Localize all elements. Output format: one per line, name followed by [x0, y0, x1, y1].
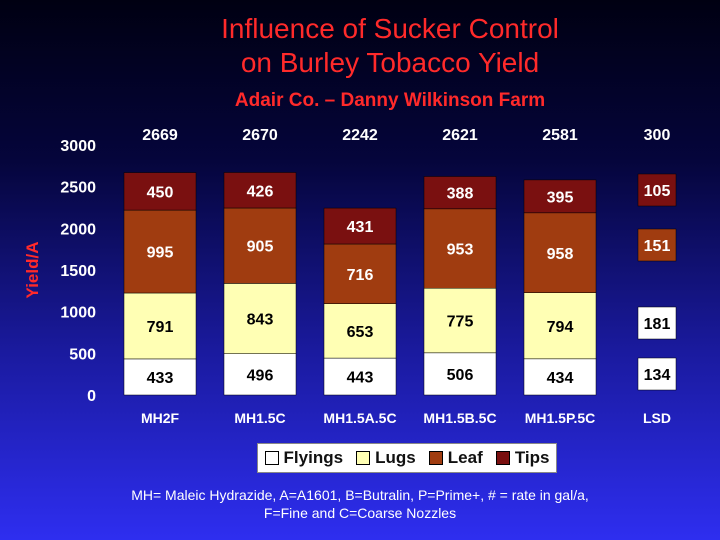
bar-segment-lugs [323, 303, 397, 359]
bar-segment-tips [523, 179, 597, 214]
lsd-value-label: 151 [644, 238, 671, 255]
bar-segment-leaf [223, 207, 297, 284]
bar-segment-lugs [423, 288, 497, 354]
data-label-flyings: 433 [147, 370, 174, 387]
footnote-line1: MH= Maleic Hydrazide, A=A1601, B=Butrali… [131, 487, 589, 503]
lsd-box [637, 173, 677, 207]
data-label-lugs: 794 [547, 319, 574, 336]
data-label-flyings: 496 [247, 367, 274, 384]
y-axis-label: Yield/A [23, 242, 42, 299]
bar-segment-tips [323, 207, 397, 245]
legend-item-flyings: Flyings [264, 448, 344, 468]
bar-segment-leaf [423, 208, 497, 289]
y-tick-label: 500 [69, 346, 96, 363]
x-category-label: MH1.5B.5C [423, 410, 496, 426]
data-label-leaf: 995 [147, 245, 174, 262]
x-category-label: MH2F [141, 410, 180, 426]
bar-segment-flyings [523, 358, 597, 396]
legend-item-leaf: Leaf [428, 448, 483, 468]
bar-segment-leaf [123, 209, 197, 294]
legend-swatch-flyings [264, 451, 279, 465]
lsd-box [637, 306, 677, 340]
legend-swatch-leaf [428, 451, 443, 465]
footnote: MH= Maleic Hydrazide, A=A1601, B=Butrali… [0, 486, 720, 522]
bar-segment-lugs [223, 283, 297, 354]
bar-segment-flyings [423, 352, 497, 396]
legend-label-flyings: Flyings [283, 448, 344, 467]
bar-total-label: 2581 [542, 127, 578, 144]
legend-item-tips: Tips [495, 448, 550, 468]
data-label-leaf: 905 [247, 239, 274, 256]
lsd-box [637, 357, 677, 391]
legend-label-lugs: Lugs [375, 448, 416, 467]
x-category-label: MH1.5P.5C [525, 410, 596, 426]
data-label-lugs: 791 [147, 319, 174, 336]
bar-segment-tips [423, 176, 497, 210]
bar-total-label: 2669 [142, 127, 178, 144]
legend-swatch-lugs [356, 451, 371, 465]
y-tick-label: 3000 [60, 138, 96, 155]
data-label-leaf: 953 [447, 242, 474, 259]
y-tick-label: 1000 [60, 305, 96, 322]
y-tick-label: 2000 [60, 221, 96, 238]
data-label-tips: 431 [347, 219, 374, 236]
data-label-lugs: 775 [447, 314, 474, 331]
bar-segment-lugs [123, 292, 197, 360]
bar-total-label: 2621 [442, 127, 478, 144]
legend: Flyings Lugs Leaf Tips [257, 443, 557, 473]
lsd-value-label: 134 [644, 367, 671, 384]
legend-swatch-tips [495, 451, 510, 465]
y-tick-label: 2500 [60, 180, 96, 197]
legend-label-tips: Tips [514, 448, 550, 467]
data-label-flyings: 443 [347, 370, 374, 387]
y-tick-label: 1500 [60, 263, 96, 280]
bar-segment-lugs [523, 292, 597, 360]
bar-segment-flyings [123, 358, 197, 396]
lsd-value-label: 181 [644, 316, 671, 333]
lsd-value-label: 105 [644, 183, 671, 200]
y-tick-label: 0 [87, 388, 96, 405]
chart-title-line2: on Burley Tobacco Yield [240, 47, 540, 78]
x-category-label: MH1.5A.5C [323, 410, 396, 426]
data-label-lugs: 653 [347, 324, 374, 341]
lsd-total-label: 300 [644, 127, 671, 144]
bar-total-label: 2670 [242, 127, 278, 144]
chart-subtitle: Adair Co. – Danny Wilkinson Farm [234, 90, 546, 111]
chart-title-line1: Influence of Sucker Control [221, 13, 559, 44]
bar-segment-flyings [323, 357, 397, 396]
footnote-line2: F=Fine and C=Coarse Nozzles [263, 505, 457, 521]
bar-total-label: 2242 [342, 127, 378, 144]
data-label-lugs: 843 [247, 312, 274, 329]
bar-segment-flyings [223, 353, 297, 396]
bar-segment-leaf [523, 212, 597, 293]
data-label-tips: 395 [547, 189, 574, 206]
bar-segment-leaf [323, 243, 397, 304]
data-label-flyings: 506 [447, 367, 474, 384]
lsd-box [637, 228, 677, 262]
data-label-tips: 388 [447, 186, 474, 203]
legend-item-lugs: Lugs [356, 448, 416, 468]
data-label-tips: 450 [147, 184, 174, 201]
lsd-category-label: LSD [643, 410, 671, 426]
x-category-label: MH1.5C [234, 410, 285, 426]
data-label-leaf: 958 [547, 246, 574, 263]
data-label-leaf: 716 [347, 267, 374, 284]
data-label-flyings: 434 [547, 370, 574, 387]
legend-label-leaf: Leaf [447, 448, 483, 467]
chart-title: Influence of Sucker Control on Burley To… [0, 12, 720, 80]
data-label-tips: 426 [247, 183, 274, 200]
bar-segment-tips [223, 172, 297, 209]
bar-segment-tips [123, 172, 197, 211]
